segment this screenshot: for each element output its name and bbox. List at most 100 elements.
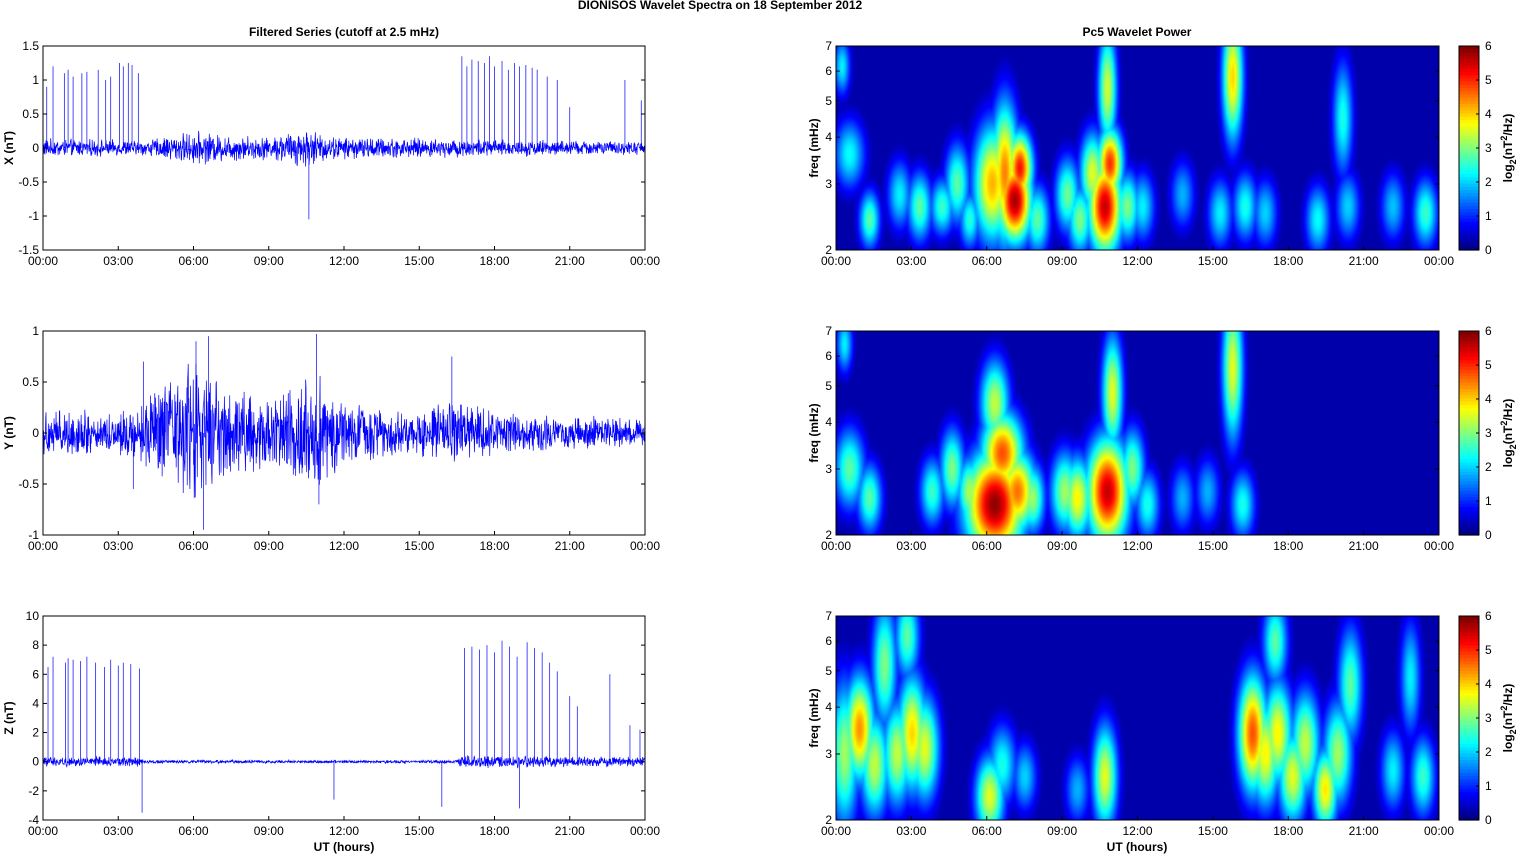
x-tick-label: 06:00 — [972, 539, 1002, 553]
colorbar-swatch — [1459, 740, 1479, 745]
series-trace — [42, 755, 646, 769]
x-tick-label: 00:00 — [630, 539, 660, 553]
x-tick-label: 15:00 — [1198, 824, 1228, 838]
x-tick-label: 00:00 — [821, 254, 851, 268]
y-tick-label: 6 — [32, 667, 39, 681]
wavelet-power-image — [836, 616, 1439, 820]
y-tick-label: 2 — [32, 726, 39, 740]
colorbar-tick-label: 2 — [1485, 460, 1492, 474]
x-tick-label: 18:00 — [479, 824, 509, 838]
colorbar-swatch — [1459, 186, 1479, 191]
colorbar-swatch — [1459, 366, 1479, 370]
colorbar-swatch — [1459, 631, 1479, 636]
x-tick-label: 09:00 — [254, 254, 284, 268]
figure-suptitle: DIONISOS Wavelet Spectra on 18 September… — [578, 0, 863, 12]
x-tick-label: 09:00 — [1047, 539, 1077, 553]
colorbar-swatch — [1459, 183, 1479, 187]
colorbar-swatch — [1459, 711, 1479, 716]
colorbar-swatch — [1459, 135, 1479, 140]
colorbar-tick-label: 5 — [1485, 643, 1492, 657]
colorbar-swatch — [1459, 445, 1479, 450]
colorbar-swatch — [1459, 458, 1479, 463]
colorbar-swatch — [1459, 525, 1479, 530]
colorbar-swatch — [1459, 49, 1479, 53]
colorbar-swatch — [1459, 638, 1479, 643]
colorbar-swatch — [1459, 622, 1479, 627]
y-tick-label: 4 — [825, 130, 832, 144]
colorbar-swatch — [1459, 733, 1479, 738]
colorbar-swatch — [1459, 522, 1479, 527]
colorbar-swatch — [1459, 100, 1479, 104]
colorbar-swatch — [1459, 378, 1479, 383]
y-tick-label: 2 — [825, 243, 832, 257]
x-tick-label: 03:00 — [896, 539, 926, 553]
colorbar-swatch — [1459, 807, 1479, 812]
colorbar-swatch — [1459, 679, 1479, 684]
colorbar-swatch — [1459, 439, 1479, 444]
x-tick-label: 06:00 — [178, 824, 208, 838]
colorbar-tick-label: 1 — [1485, 209, 1492, 223]
y-tick-label: 6 — [825, 64, 832, 78]
colorbar-tick-label: 1 — [1485, 494, 1492, 508]
colorbar-swatch — [1459, 689, 1479, 694]
colorbar-tick-label: 6 — [1485, 609, 1492, 623]
colorbar-swatch — [1459, 660, 1479, 665]
y-axis-label: Y (nT) — [2, 416, 16, 450]
x-tick-label: 12:00 — [1122, 539, 1152, 553]
x-tick-label: 00:00 — [821, 539, 851, 553]
x-tick-label: 00:00 — [1424, 539, 1454, 553]
y-tick-label: 6 — [825, 634, 832, 648]
colorbar-swatch — [1459, 705, 1479, 710]
colorbar-swatch — [1459, 106, 1479, 111]
colorbar-swatch — [1459, 84, 1479, 89]
colorbar-swatch — [1459, 87, 1479, 92]
colorbar-swatch — [1459, 490, 1479, 495]
colorbar-swatch — [1459, 407, 1479, 412]
y-tick-label: 0.5 — [22, 375, 39, 389]
colorbar-swatch — [1459, 810, 1479, 815]
colorbar-swatch — [1459, 52, 1479, 57]
colorbar-tick-label: 3 — [1485, 141, 1492, 155]
y-tick-label: 0.5 — [22, 107, 39, 121]
colorbar-swatch — [1459, 68, 1479, 73]
colorbar-swatch — [1459, 788, 1479, 792]
colorbar-swatch — [1459, 641, 1479, 646]
colorbar-swatch — [1459, 58, 1479, 63]
right-column-title: Pc5 Wavelet Power — [1083, 25, 1192, 39]
y-tick-label: 5 — [825, 664, 832, 678]
y-tick-label: 6 — [825, 349, 832, 363]
colorbar-tick-label: 2 — [1485, 175, 1492, 189]
colorbar-swatch — [1459, 804, 1479, 808]
colorbar-swatch — [1459, 202, 1479, 206]
colorbar-swatch — [1459, 170, 1479, 175]
x-tick-label: 06:00 — [972, 254, 1002, 268]
colorbar-swatch — [1459, 71, 1479, 76]
colorbar-swatch — [1459, 426, 1479, 431]
colorbar-swatch — [1459, 791, 1479, 796]
colorbar-swatch — [1459, 477, 1479, 482]
colorbar-swatch — [1459, 214, 1479, 219]
x-tick-label: 21:00 — [1349, 824, 1379, 838]
colorbar-swatch — [1459, 116, 1479, 120]
colorbar-swatch — [1459, 372, 1479, 377]
x-tick-label: 21:00 — [555, 254, 585, 268]
colorbar-swatch — [1459, 112, 1479, 117]
x-tick-label: 00:00 — [28, 824, 58, 838]
colorbar-swatch — [1459, 331, 1479, 335]
colorbar-swatch — [1459, 647, 1479, 652]
colorbar-swatch — [1459, 119, 1479, 124]
x-tick-label: 12:00 — [329, 254, 359, 268]
colorbar-swatch — [1459, 144, 1479, 149]
x-tick-label: 00:00 — [1424, 254, 1454, 268]
colorbar-swatch — [1459, 519, 1479, 523]
x-tick-label: 00:00 — [28, 539, 58, 553]
x-tick-label: 06:00 — [178, 254, 208, 268]
y-tick-label: -1.5 — [18, 243, 39, 257]
colorbar-swatch — [1459, 346, 1479, 351]
colorbar-swatch — [1459, 385, 1479, 389]
colorbar-swatch — [1459, 224, 1479, 229]
colorbar-swatch — [1459, 353, 1479, 358]
colorbar-swatch — [1459, 109, 1479, 114]
colorbar-swatch — [1459, 350, 1479, 354]
